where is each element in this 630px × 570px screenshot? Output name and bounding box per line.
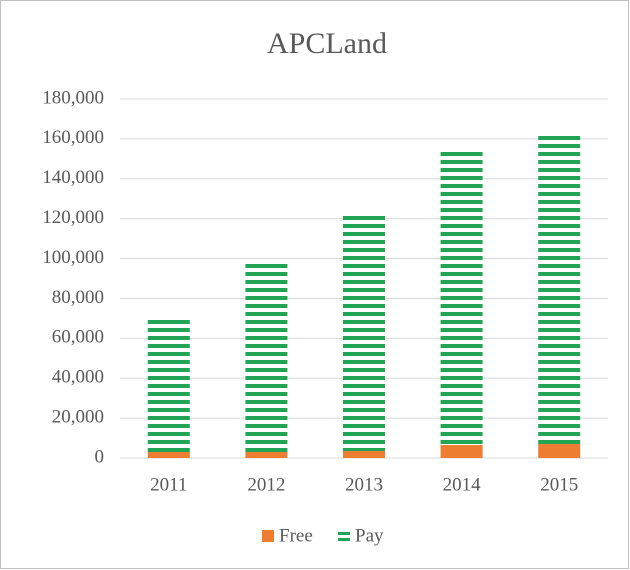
legend-swatch [338, 538, 350, 541]
y-tick-label: 160,000 [42, 127, 104, 148]
bar-segment [245, 260, 288, 453]
chart-title: APCLand [267, 27, 387, 60]
y-tick-label: 120,000 [42, 207, 104, 228]
y-tick-label: 140,000 [42, 167, 104, 188]
y-tick-label: 20,000 [52, 406, 104, 427]
bar-segment [538, 132, 581, 445]
bar-segment [245, 452, 288, 458]
bar-segment [440, 445, 483, 458]
bar-segment [343, 212, 385, 452]
x-tick-label: 2014 [443, 474, 482, 495]
bar-segment [343, 451, 385, 458]
x-tick-label: 2013 [345, 474, 383, 495]
legend-label: Free [279, 525, 313, 546]
y-tick-label: 40,000 [52, 367, 104, 388]
bar-segment [440, 148, 483, 446]
bar-segment [538, 444, 581, 458]
legend-label: Pay [355, 525, 384, 546]
x-tick-label: 2012 [247, 474, 285, 495]
legend-swatch [262, 530, 274, 542]
bar-segment [147, 316, 190, 453]
y-tick-label: 100,000 [42, 247, 104, 268]
bar-segment [147, 452, 190, 458]
y-tick-label: 180,000 [42, 87, 104, 108]
y-tick-label: 0 [95, 446, 105, 467]
x-tick-label: 2011 [150, 474, 187, 495]
y-tick-label: 80,000 [52, 287, 104, 308]
x-tick-label: 2015 [540, 474, 578, 495]
legend-swatch [338, 532, 350, 535]
y-tick-label: 60,000 [52, 327, 104, 348]
